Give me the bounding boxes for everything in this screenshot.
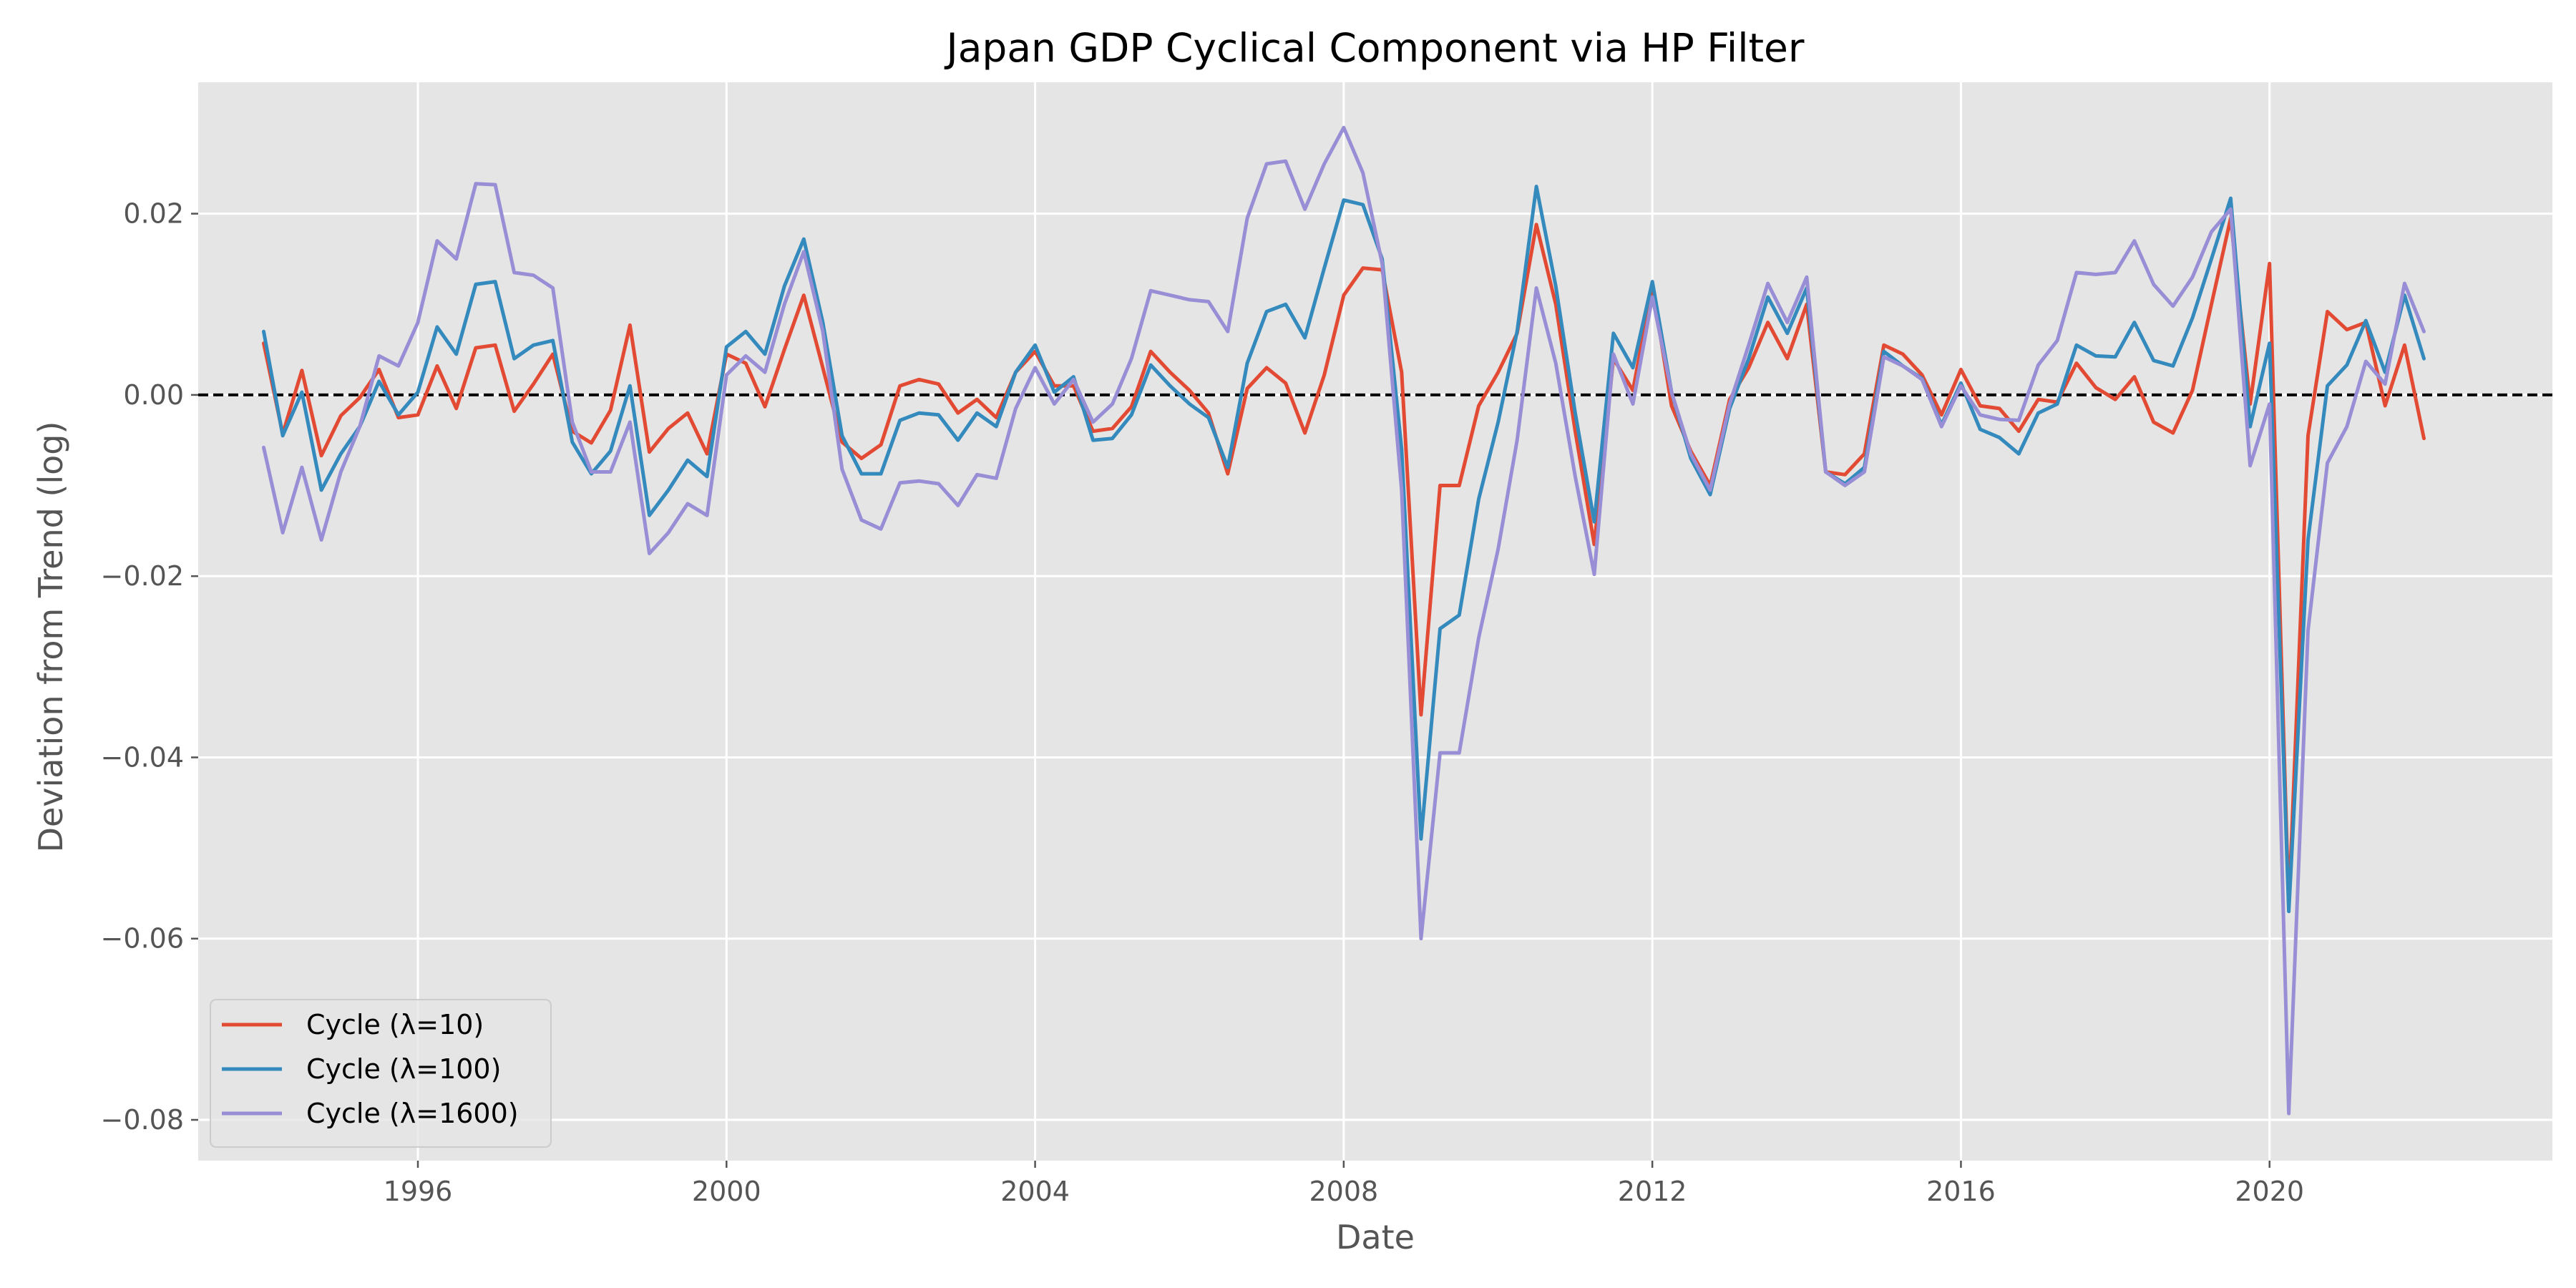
legend-label: Cycle (λ=1600) xyxy=(306,1098,519,1129)
x-tick-label: 2004 xyxy=(1000,1176,1070,1207)
y-axis-label: Deviation from Trend (log) xyxy=(31,421,70,853)
legend-label: Cycle (λ=100) xyxy=(306,1053,501,1085)
y-tick-label: −0.08 xyxy=(101,1104,184,1136)
x-tick-label: 2000 xyxy=(692,1176,761,1207)
plot-area xyxy=(198,82,2552,1161)
y-tick-label: −0.06 xyxy=(101,923,184,955)
legend-label: Cycle (λ=10) xyxy=(306,1009,484,1040)
y-tick-label: 0.02 xyxy=(123,198,184,230)
x-tick-label: 2008 xyxy=(1309,1176,1379,1207)
series-line-3 xyxy=(262,125,2426,1116)
legend: Cycle (λ=10) Cycle (λ=100) Cycle (λ=1600) xyxy=(210,999,552,1148)
chart-title: Japan GDP Cyclical Component via HP Filt… xyxy=(945,25,1805,71)
x-axis-label: Date xyxy=(1336,1218,1415,1257)
x-tick-label: 1996 xyxy=(384,1176,453,1207)
legend-box xyxy=(210,999,552,1148)
y-tick-label: −0.02 xyxy=(101,560,184,592)
series-line-2 xyxy=(262,185,2426,914)
x-tick-label: 2020 xyxy=(2235,1176,2304,1207)
x-tick-label: 2012 xyxy=(1618,1176,1687,1207)
y-tick-label: 0.00 xyxy=(123,379,184,411)
x-tick-label: 2016 xyxy=(1926,1176,1996,1207)
y-tick-label: −0.04 xyxy=(101,741,184,773)
